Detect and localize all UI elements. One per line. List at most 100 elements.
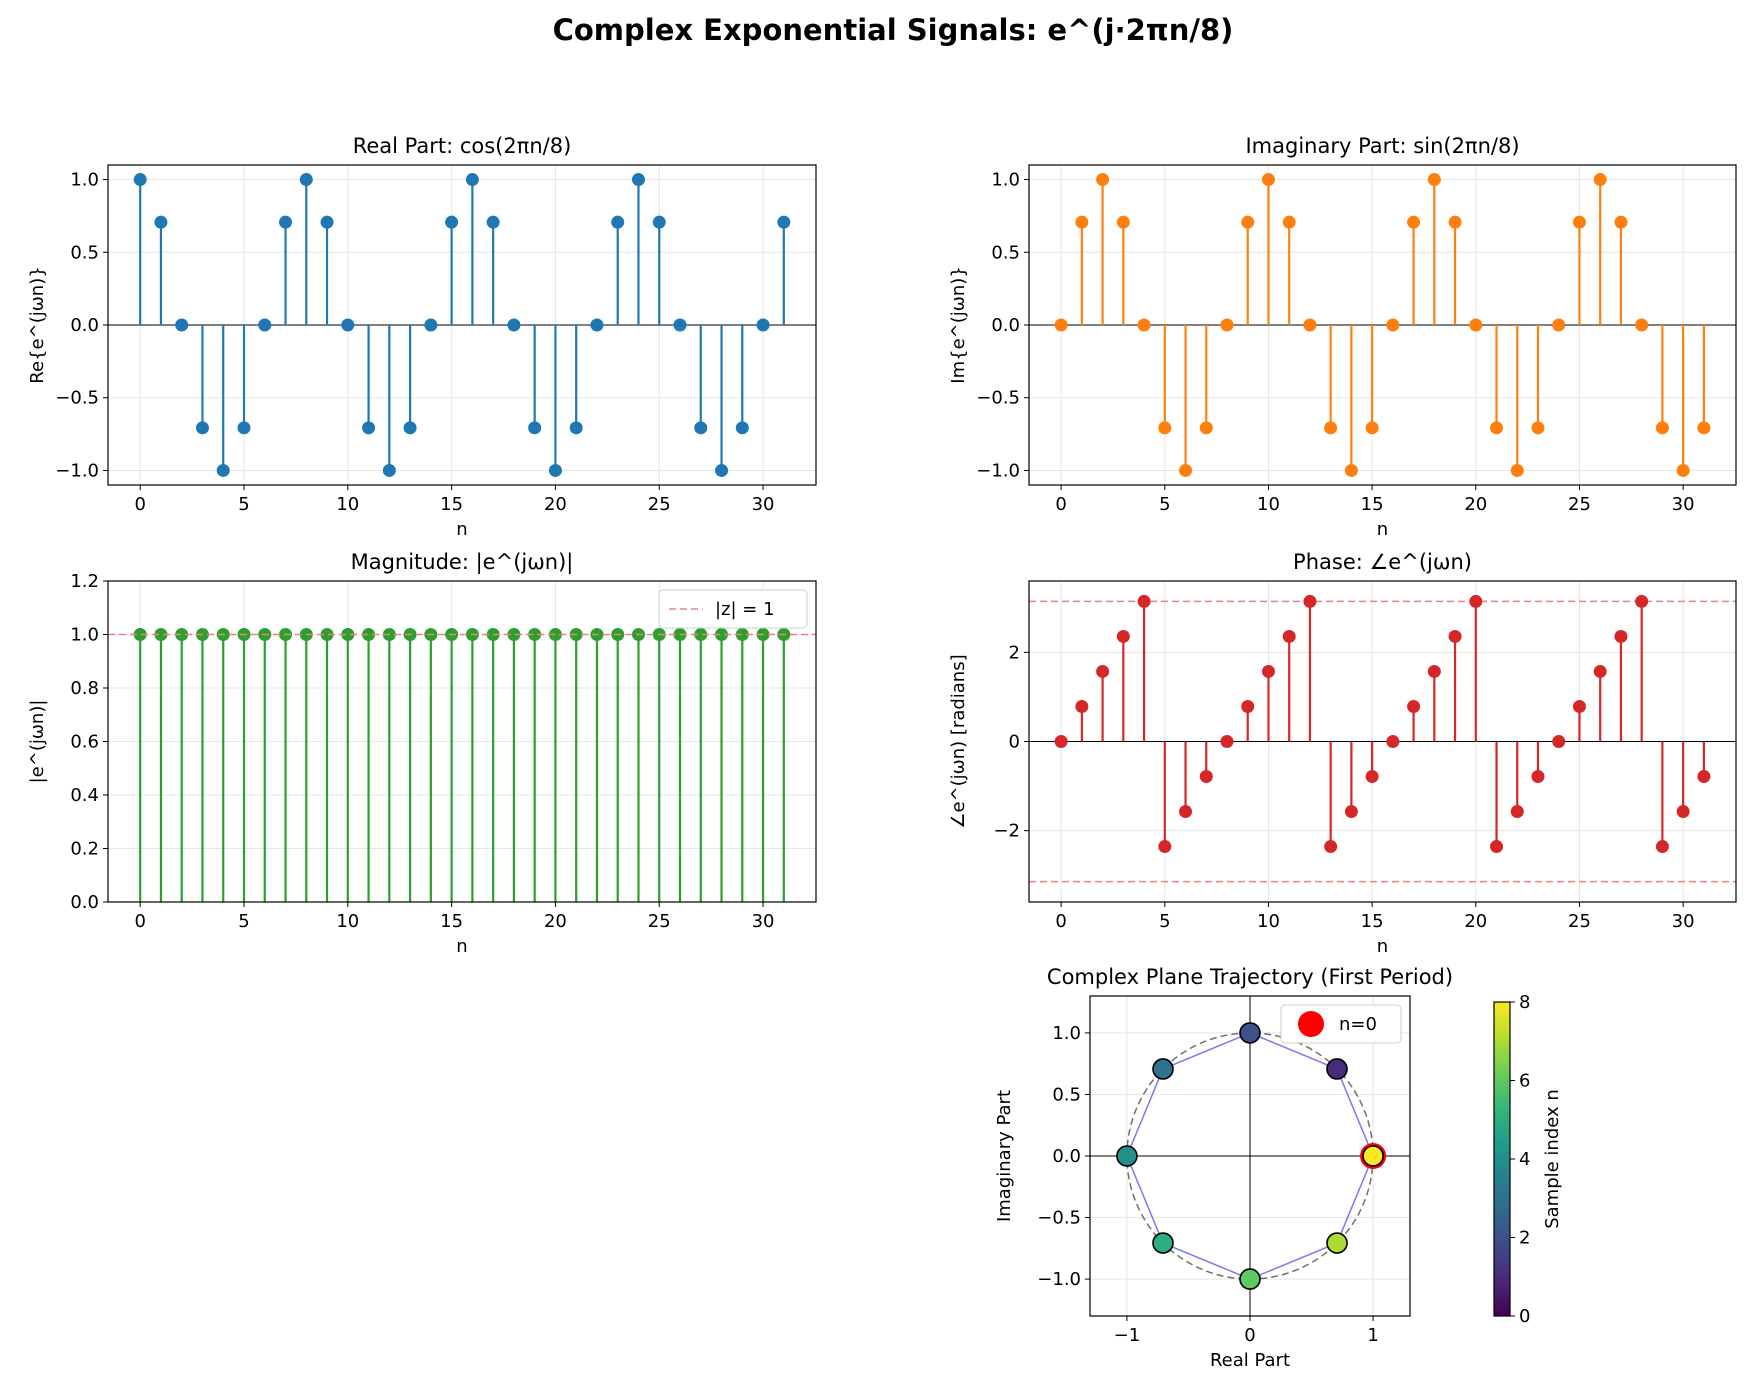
- legend-label: n=0: [1339, 1014, 1377, 1035]
- stem-marker: [1116, 629, 1130, 643]
- ticks: 0 5 10 15 20 25 30 0.0 0.2 0.4 0.6 0.8 1.0 1.2: [70, 571, 774, 932]
- stem-marker: [1075, 215, 1089, 229]
- x-axis-label: Real Part: [1210, 1350, 1290, 1371]
- stem-marker: [1572, 700, 1586, 714]
- stem-marker: [715, 463, 729, 477]
- x-tick-label: 0: [134, 911, 145, 932]
- stem-marker: [175, 318, 189, 332]
- stem-marker: [279, 215, 293, 229]
- stem-marker: [362, 421, 376, 435]
- stem-marker: [1655, 421, 1669, 435]
- stem-marker: [1552, 318, 1566, 332]
- stem-marker: [1386, 318, 1400, 332]
- stem-marker: [1075, 700, 1089, 714]
- y-tick-label: 0.4: [70, 785, 99, 806]
- stem-marker: [1344, 463, 1358, 477]
- trajectory-point: [1116, 1145, 1138, 1167]
- stem-marker: [1614, 215, 1628, 229]
- x-tick-label: 0: [1055, 494, 1066, 515]
- legend: |z| = 1: [658, 589, 808, 629]
- stem-marker: [1407, 215, 1421, 229]
- stem-marker: [631, 173, 645, 187]
- stem-marker: [735, 421, 749, 435]
- x-axis-label: n: [456, 519, 467, 540]
- y-tick-label: −2: [993, 821, 1020, 842]
- y-axis-label: Imaginary Part: [994, 1090, 1015, 1222]
- stem-marker: [1096, 664, 1110, 678]
- stem-series: [133, 628, 791, 902]
- y-tick-label: −1.0: [976, 460, 1020, 481]
- x-tick-label: 20: [1464, 911, 1487, 932]
- ticks: 0 5 10 15 20 25 30 −1.0 −0.5 0.0 0.5 1.0: [55, 170, 774, 515]
- stem-marker: [1635, 594, 1649, 608]
- y-tick-label: −0.5: [1037, 1208, 1081, 1229]
- stem-marker: [1365, 421, 1379, 435]
- stem-marker: [486, 215, 500, 229]
- stem-marker: [1241, 215, 1255, 229]
- x-tick-label: 15: [1361, 911, 1384, 932]
- stem-marker: [1054, 735, 1068, 748]
- stem-marker: [1510, 805, 1524, 819]
- stem-marker: [258, 318, 272, 332]
- stem-marker: [1593, 664, 1607, 678]
- y-tick-label: 0.0: [70, 315, 99, 336]
- stem-marker: [1199, 421, 1213, 435]
- stem-marker: [195, 421, 209, 435]
- legend-box: [658, 589, 808, 629]
- stem-marker: [1510, 463, 1524, 477]
- stem-marker: [362, 628, 376, 641]
- axes-frame: [1089, 995, 1411, 1317]
- x-axis-label: n: [1377, 519, 1388, 540]
- plot-title: Magnitude: |e^(jωn)|: [351, 550, 574, 575]
- x-tick-label: 10: [1257, 911, 1280, 932]
- stem-marker: [1448, 215, 1462, 229]
- stem-marker: [133, 173, 147, 187]
- stem-marker: [403, 421, 417, 435]
- stem-marker: [1054, 318, 1068, 332]
- stem-marker: [1261, 173, 1275, 187]
- stem-marker: [154, 215, 168, 229]
- stem-marker: [1220, 318, 1234, 332]
- y-tick-label: 1.0: [1052, 1023, 1081, 1044]
- stem-marker: [1427, 664, 1441, 678]
- y-tick-label: 0.2: [70, 839, 99, 860]
- x-tick-label: 15: [1361, 494, 1384, 515]
- y-tick-label: 0.8: [70, 678, 99, 699]
- legend-marker: [1298, 1011, 1324, 1037]
- stem-marker: [1531, 769, 1545, 783]
- stem-marker: [1179, 463, 1193, 477]
- y-tick-label: 1.0: [70, 170, 99, 191]
- stem-marker: [1448, 629, 1462, 643]
- stem-marker: [1469, 318, 1483, 332]
- plot-title: Complex Plane Trajectory (First Period): [1047, 965, 1453, 989]
- stem-marker: [1572, 215, 1586, 229]
- colorbar-tick-label: 2: [1519, 1228, 1530, 1249]
- phase-plot: Phase: ∠e^(jωn) 0 5 10 15 20 25 30 −2 0 2 n ∠e^(jωn)…: [948, 550, 1737, 957]
- trajectory-point: [1362, 1145, 1384, 1167]
- stem-marker: [1158, 840, 1172, 854]
- ticks: −1 0 1 −1.0 −0.5 0.0 0.5 1.0: [1037, 1023, 1379, 1346]
- axes-frame: [107, 164, 817, 486]
- stem-marker: [320, 215, 334, 229]
- y-tick-label: 0: [1009, 732, 1020, 753]
- stem-marker: [715, 628, 729, 641]
- plot-title: Phase: ∠e^(jωn): [1293, 550, 1472, 574]
- stem-marker: [1137, 318, 1151, 332]
- stem-series: [1054, 173, 1711, 477]
- trajectory-point: [1326, 1232, 1348, 1254]
- stem-marker: [154, 628, 168, 641]
- y-tick-label: 1.0: [991, 170, 1020, 191]
- stem-marker: [1261, 664, 1275, 678]
- trajectory-points: [1116, 1022, 1384, 1290]
- stem-marker: [694, 628, 708, 641]
- x-tick-label: 5: [238, 911, 249, 932]
- plot-title: Imaginary Part: sin(2πn/8): [1245, 134, 1519, 158]
- x-tick-label: 10: [336, 494, 359, 515]
- colorbar-tick-label: 0: [1519, 1306, 1530, 1327]
- y-axis-label: ∠e^(jωn) [radians]: [948, 654, 969, 828]
- stem-marker: [1386, 735, 1400, 748]
- stem-marker: [694, 421, 708, 435]
- x-tick-label: 30: [752, 911, 775, 932]
- magnitude-plot: Magnitude: |e^(jωn)| 0 5 10 15 20 25 30 0.0 0.2 0.…: [27, 550, 817, 957]
